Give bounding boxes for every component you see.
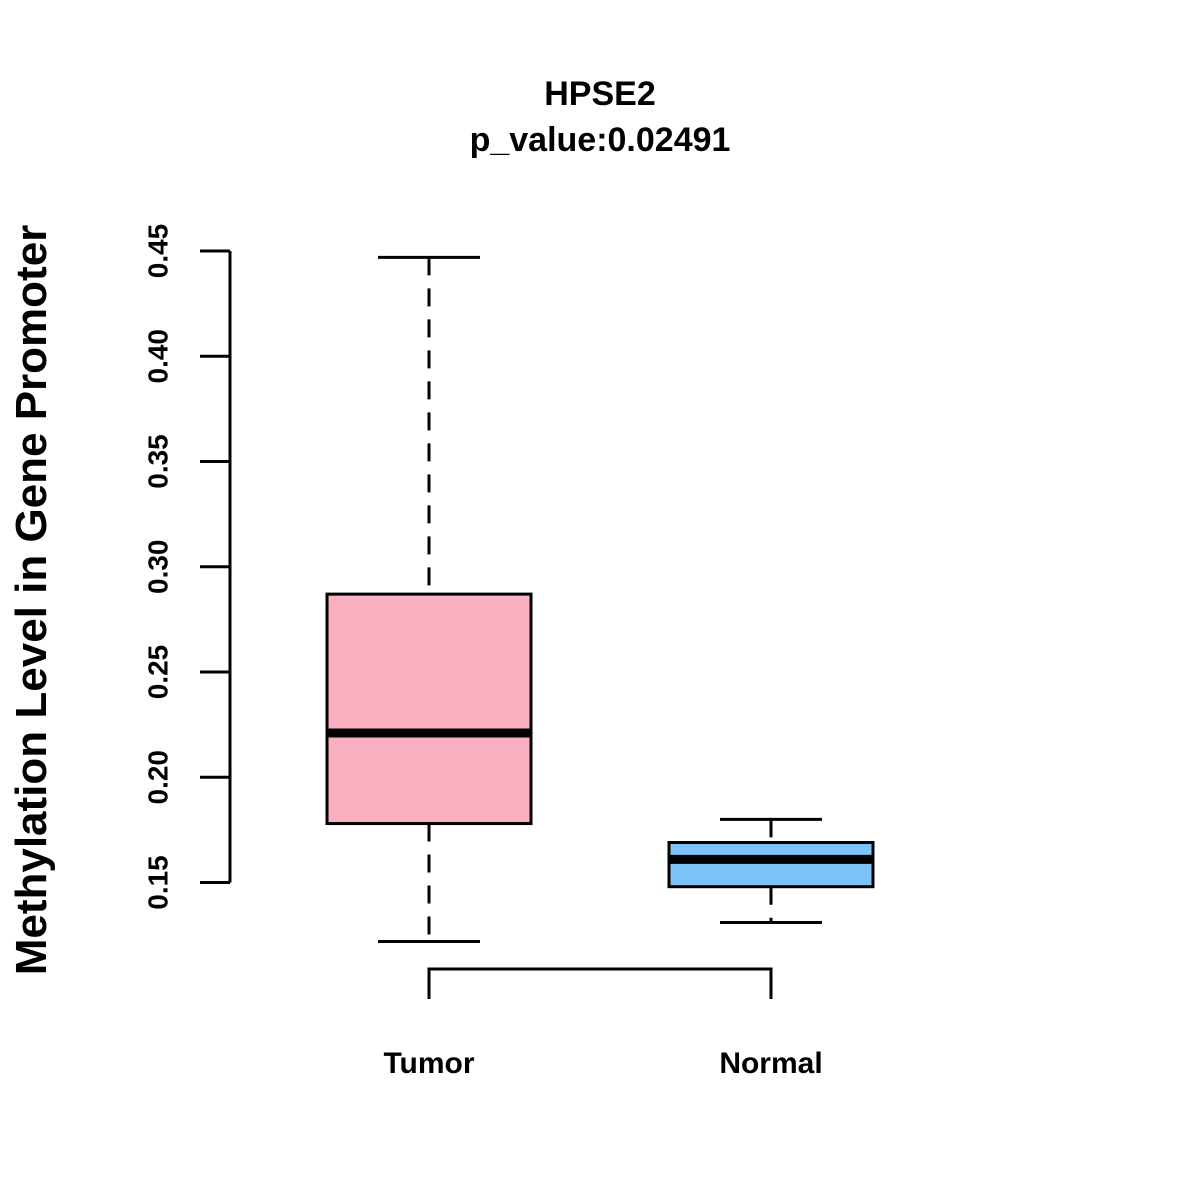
y-tick-label: 0.25 [142, 645, 173, 700]
comparison-bracket-group [427, 967, 773, 999]
y-tick-label: 0.15 [142, 855, 173, 910]
comparison-bracket [427, 967, 773, 999]
y-tick-label: 0.40 [142, 329, 173, 384]
boxes-group [325, 255, 875, 943]
box-tumor [325, 255, 533, 943]
y-tick-label: 0.35 [142, 434, 173, 489]
y-tick-label: 0.45 [142, 224, 173, 279]
y-tick-label: 0.30 [142, 540, 173, 595]
box-normal [667, 817, 875, 924]
x-axis-labels: Tumor Normal [383, 1047, 822, 1080]
chart-title: HPSE2 [544, 75, 656, 113]
chart-subtitle: p_value:0.02491 [470, 121, 731, 159]
x-label-normal: Normal [719, 1047, 822, 1080]
x-label-tumor: Tumor [383, 1047, 474, 1080]
iqr-box [325, 592, 533, 826]
y-tick-label: 0.20 [142, 750, 173, 805]
y-axis-label: Methylation Level in Gene Promoter [7, 225, 56, 976]
y-axis: 0.15 0.20 0.25 0.30 0.35 0.40 0.45 [142, 224, 232, 910]
iqr-box [667, 841, 875, 889]
